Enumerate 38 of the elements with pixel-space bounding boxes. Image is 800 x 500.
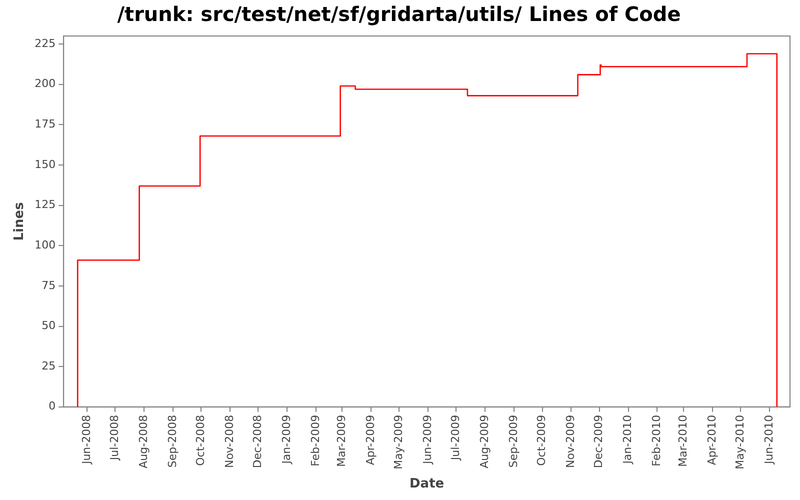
x-tick-label: Jul-2008 [108, 414, 121, 462]
x-tick-label: Jan-2009 [280, 414, 293, 465]
y-tick-label: 0 [48, 400, 56, 413]
x-tick-label: Aug-2009 [478, 414, 492, 468]
x-tick-label: Apr-2009 [364, 414, 378, 466]
x-tick-label: Mar-2010 [676, 414, 690, 467]
y-tick-label: 150 [34, 158, 56, 171]
x-tick-label: May-2009 [392, 414, 406, 470]
x-tick-label: Feb-2010 [650, 414, 664, 466]
x-tick-label: Aug-2008 [136, 414, 150, 468]
x-tick-label: Sep-2009 [507, 414, 520, 468]
x-tick-label: Nov-2008 [222, 414, 236, 468]
x-tick-label: Jun-2010 [762, 414, 776, 466]
chart-title: /trunk: src/test/net/sf/gridarta/utils/ Lines of Code [117, 2, 681, 26]
x-tick-label: Jun-2008 [80, 414, 93, 466]
x-axis-title: Date [409, 476, 444, 492]
x-tick-label: Dec-2008 [250, 414, 264, 468]
x-tick-label: Apr-2010 [705, 414, 718, 466]
y-tick-label: 50 [42, 319, 56, 332]
x-tick-label: Jun-2009 [421, 414, 434, 466]
y-tick-label: 100 [34, 238, 56, 252]
y-tick-label: 225 [34, 36, 56, 50]
x-tick-label: Oct-2009 [535, 414, 548, 466]
x-tick-label: Nov-2009 [564, 414, 578, 468]
x-tick-label: Feb-2009 [308, 414, 322, 466]
x-tick-label: Jul-2009 [449, 414, 462, 462]
y-tick-label: 175 [34, 118, 56, 131]
x-tick-label: Oct-2008 [194, 414, 207, 466]
y-tick-label: 125 [34, 198, 56, 212]
y-tick-label: 200 [34, 77, 56, 90]
y-axis-title: Lines [12, 202, 28, 241]
x-tick-label: Sep-2008 [166, 414, 179, 468]
x-tick-label: Mar-2009 [335, 414, 348, 467]
y-tick-label: 75 [42, 278, 56, 292]
y-tick-label: 25 [42, 359, 56, 372]
x-tick-label: May-2010 [733, 414, 746, 470]
x-tick-label: Dec-2009 [592, 414, 606, 468]
x-tick-label: Jan-2010 [621, 414, 634, 465]
